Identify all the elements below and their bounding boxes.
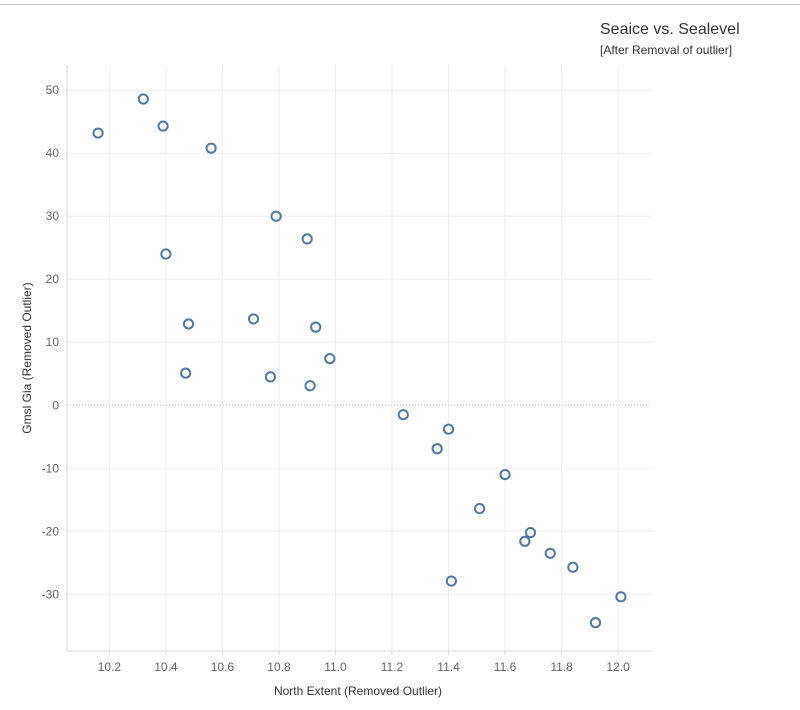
data-point[interactable] — [589, 617, 602, 629]
data-point[interactable] — [160, 248, 172, 260]
data-point[interactable] — [270, 210, 282, 222]
y-tick-label: 30 — [46, 209, 60, 223]
x-axis-title: North Extent (Removed Outlier) — [274, 684, 442, 698]
data-point[interactable] — [182, 318, 195, 330]
x-axis-ticks: 10.2 10.4 10.6 10.8 11.0 11.2 11.4 11.6 11.8 12.0 — [98, 651, 630, 674]
data-point[interactable] — [544, 547, 556, 559]
chart-subtitle: [After Removal of outlier] — [600, 43, 733, 57]
y-tick-label: -30 — [42, 587, 60, 601]
x-tick-label: 11.6 — [494, 660, 517, 674]
x-tick-label: 10.4 — [154, 660, 178, 674]
y-tick-label: 40 — [46, 146, 60, 160]
data-point[interactable] — [304, 380, 316, 392]
top-border — [0, 4, 800, 5]
data-points — [92, 93, 627, 629]
data-point[interactable] — [445, 575, 457, 587]
y-tick-label: 0 — [52, 398, 59, 412]
y-axis-title: Gmsl Gia (Removed Outlier) — [20, 282, 34, 433]
y-axis-ticks: 50 40 30 20 10 0 -10 -20 -30 — [42, 83, 60, 601]
data-point[interactable] — [137, 93, 149, 105]
data-point[interactable] — [264, 371, 277, 383]
data-point[interactable] — [431, 443, 443, 455]
data-point[interactable] — [205, 142, 217, 154]
y-tick-label: -10 — [42, 461, 60, 475]
data-point[interactable] — [615, 591, 627, 603]
y-tick-label: 10 — [46, 335, 60, 349]
data-point[interactable] — [180, 367, 192, 379]
data-point[interactable] — [157, 120, 169, 132]
x-tick-label: 11.0 — [324, 660, 347, 674]
data-point[interactable] — [301, 233, 313, 245]
title-block: Seaice vs. Sealevel [After Removal of ou… — [600, 20, 740, 58]
x-tick-label: 11.2 — [381, 660, 404, 674]
x-tick-label: 10.2 — [98, 660, 122, 674]
data-point[interactable] — [524, 526, 537, 539]
y-tick-label: -20 — [42, 524, 60, 538]
data-point[interactable] — [324, 353, 336, 365]
y-tick-label: 50 — [46, 83, 60, 97]
x-tick-label: 12.0 — [606, 660, 630, 674]
data-point[interactable] — [567, 561, 579, 573]
data-point[interactable] — [397, 409, 409, 421]
x-tick-label: 10.6 — [211, 660, 235, 674]
y-tick-label: 20 — [46, 272, 60, 286]
gridlines — [67, 65, 652, 651]
data-point[interactable] — [499, 468, 511, 481]
data-point[interactable] — [247, 313, 260, 325]
chart-title: Seaice vs. Sealevel — [600, 21, 740, 38]
x-tick-label: 10.8 — [267, 660, 291, 674]
data-point[interactable] — [519, 535, 531, 547]
data-point[interactable] — [310, 321, 322, 333]
data-point[interactable] — [474, 502, 486, 515]
data-point[interactable] — [92, 127, 104, 139]
data-point[interactable] — [442, 423, 455, 435]
x-tick-label: 11.8 — [550, 660, 573, 674]
x-tick-label: 11.4 — [437, 660, 460, 674]
